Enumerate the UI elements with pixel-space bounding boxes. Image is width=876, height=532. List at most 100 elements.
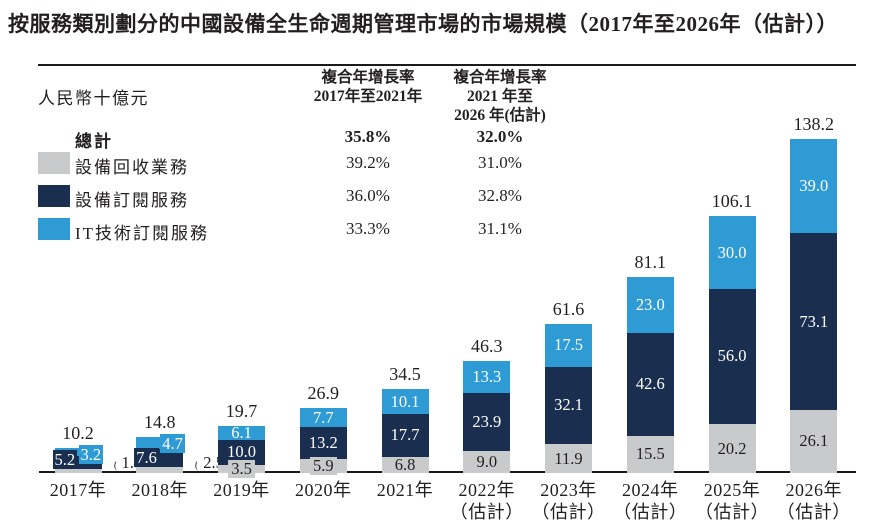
legend-row-it: IT技術訂閱服務 33.3% 31.1% bbox=[38, 218, 598, 244]
unit-label: 人民幣十億元 bbox=[38, 89, 149, 108]
value-label-recycling: 26.1 bbox=[799, 431, 829, 451]
bar-segment-recycling: 11.9 bbox=[545, 444, 592, 473]
bar-segment-equipment: 73.1 bbox=[790, 233, 838, 410]
bar-segment-it: 7.7 bbox=[299, 408, 347, 427]
x-axis-label: 2019年 bbox=[182, 479, 302, 501]
x-axis-label-line: 2021年 bbox=[376, 480, 434, 500]
cagr2-recycling: 31.0% bbox=[478, 153, 522, 172]
bar-segment-recycling bbox=[54, 468, 102, 473]
x-axis-label-line: 2020年 bbox=[295, 480, 352, 500]
value-label-it: 30.0 bbox=[717, 242, 747, 262]
total-label: 106.1 bbox=[711, 191, 753, 212]
recycling-swatch-icon bbox=[38, 152, 70, 174]
cagr2-it: 31.1% bbox=[478, 219, 522, 238]
value-label-recycling: 3.5 bbox=[228, 459, 255, 478]
value-label-equipment: 5.2 bbox=[52, 449, 78, 469]
cagr-col2-header: 複合年增長率 2021 年至 2026 年(估計) bbox=[425, 68, 575, 125]
value-label-recycling: 6.8 bbox=[394, 454, 416, 474]
value-label-recycling: 9.0 bbox=[476, 452, 498, 472]
cagr-col2-header-line1: 複合年增長率 bbox=[453, 69, 547, 86]
legend-row-recycling: 設備回收業務 39.2% 31.0% bbox=[38, 152, 598, 178]
x-axis-label-line: 2026年 bbox=[785, 480, 842, 500]
legend-label-total: 總計 bbox=[75, 132, 113, 151]
x-axis-label-line: 2022年 bbox=[458, 480, 515, 500]
x-axis-label: 2025年 （估計） bbox=[672, 479, 792, 523]
bar-segment-it: 17.5 bbox=[545, 324, 592, 367]
x-axis-line bbox=[39, 471, 856, 474]
value-label-equipment: 7.6 bbox=[134, 447, 159, 467]
legend-row-total: 總計 35.8% 32.0% bbox=[38, 126, 598, 152]
value-label-recycling: 5.9 bbox=[309, 456, 337, 475]
value-label-it: 3.2 bbox=[78, 445, 104, 465]
leader-line bbox=[194, 461, 203, 472]
bar-2023年: 17.5 32.1 11.9 bbox=[545, 324, 592, 473]
x-axis-label-line: （估計） bbox=[613, 502, 688, 522]
bar-segment-recycling: 20.2 bbox=[708, 424, 756, 473]
value-label-it: 39.0 bbox=[799, 176, 829, 196]
bar-segment-equipment: 32.1 bbox=[545, 366, 592, 445]
value-label-it: 6.1 bbox=[231, 423, 252, 442]
bar-2024年: 23.0 42.6 15.5 bbox=[626, 276, 674, 473]
x-axis-label: 2022年 （估計） bbox=[427, 479, 547, 523]
x-axis-label-line: 2018年 bbox=[131, 480, 188, 500]
x-axis-label: 2018年 bbox=[100, 479, 220, 501]
total-label: 34.5 bbox=[389, 364, 421, 385]
value-label-it: 4.7 bbox=[160, 434, 185, 454]
bar-segment-it bbox=[136, 437, 184, 449]
bar-segment-it: 39.0 bbox=[790, 138, 838, 234]
total-label: 61.6 bbox=[552, 299, 585, 320]
x-axis-label: 2023年 （估計） bbox=[509, 479, 629, 523]
value-label-equipment: 10.0 bbox=[227, 442, 256, 462]
it-swatch-icon bbox=[38, 218, 70, 240]
value-label-it: 13.3 bbox=[472, 367, 502, 387]
total-label: 10.2 bbox=[62, 423, 94, 444]
chart-title: 按服務類別劃分的中國設備全生命週期管理市場的市場規模（2017年至2026年（估… bbox=[8, 12, 838, 36]
value-label-equipment: 17.7 bbox=[390, 425, 420, 445]
bar-segment-it: 13.3 bbox=[463, 361, 511, 394]
value-label-recycling: 15.5 bbox=[635, 444, 665, 464]
total-label: 26.9 bbox=[307, 383, 340, 404]
bar-segment-it: 6.1 bbox=[218, 423, 265, 442]
cagr-col1-header-line1: 複合年增長率 bbox=[321, 69, 415, 86]
x-axis-label-line: （估計） bbox=[776, 502, 851, 522]
value-label-recycling: 11.9 bbox=[554, 448, 583, 468]
bar-segment-recycling: 15.5 bbox=[626, 435, 674, 473]
cagr-col2-header-line2: 2021 年至 bbox=[467, 88, 533, 105]
value-label-equipment: 32.1 bbox=[554, 395, 583, 415]
total-label: 138.2 bbox=[793, 113, 835, 134]
cagr2-total: 32.0% bbox=[476, 127, 524, 146]
bar-2020年: 7.7 13.2 5.9 bbox=[299, 408, 347, 475]
value-label-equipment: 73.1 bbox=[799, 311, 829, 331]
bar-segment-it: 23.0 bbox=[626, 276, 674, 333]
leader-line bbox=[112, 461, 121, 472]
legend-label-it: IT技術訂閱服務 bbox=[75, 224, 210, 243]
cagr2-equipment: 32.8% bbox=[478, 186, 522, 205]
bar-segment-recycling: 26.1 bbox=[790, 409, 838, 473]
x-axis-label-line: 2023年 bbox=[540, 480, 597, 500]
cagr1-recycling: 39.2% bbox=[346, 153, 390, 172]
bar-2026年: 39.0 73.1 26.1 bbox=[790, 138, 838, 473]
equipment-swatch-icon bbox=[38, 185, 70, 207]
bar-segment-equipment: 42.6 bbox=[626, 332, 674, 436]
total-label: 19.7 bbox=[225, 400, 258, 421]
legend-label-recycling: 設備回收業務 bbox=[75, 158, 189, 177]
x-axis-label: 2017年 bbox=[18, 479, 138, 501]
x-axis-label-line: （估計） bbox=[449, 502, 524, 522]
value-label-equipment: 13.2 bbox=[308, 432, 338, 452]
value-label-it: 10.1 bbox=[390, 391, 420, 411]
x-axis-label-line: 2025年 bbox=[703, 480, 761, 500]
bar-2025年: 30.0 56.0 20.2 bbox=[708, 216, 756, 473]
cagr1-total: 35.8% bbox=[344, 127, 392, 146]
bar-segment-recycling: 9.0 bbox=[463, 451, 511, 473]
x-axis-label-line: （估計） bbox=[695, 502, 769, 522]
bar-segment-equipment: 56.0 bbox=[708, 288, 756, 425]
x-axis-label-line: 2019年 bbox=[213, 480, 270, 500]
value-label-equipment: 42.6 bbox=[635, 374, 665, 394]
value-label-it: 17.5 bbox=[554, 335, 583, 355]
cagr1-it: 33.3% bbox=[346, 219, 390, 238]
bar-segment-recycling: 5.9 bbox=[299, 456, 347, 475]
bar-segment-it: 10.1 bbox=[381, 389, 429, 414]
bar-segment-it bbox=[54, 448, 102, 457]
bar-2022年: 13.3 23.9 9.0 bbox=[463, 361, 511, 473]
